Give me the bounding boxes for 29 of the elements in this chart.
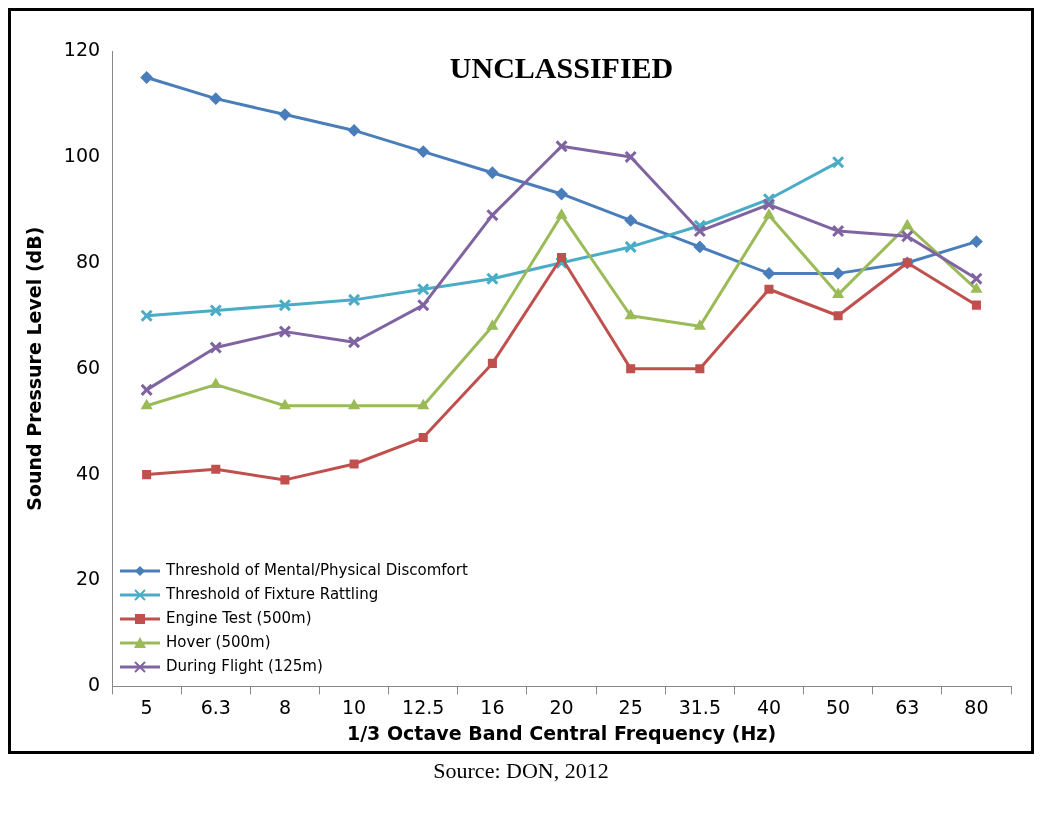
y-axis-title: Sound Pressure Level (dB)	[23, 226, 46, 511]
x-tick-label: 6.3	[200, 695, 231, 718]
legend-label: Threshold of Fixture Rattling	[166, 585, 379, 604]
y-tick-label: 20	[75, 567, 101, 590]
y-tick-label: 80	[75, 249, 101, 272]
x-tick-label: 31.5	[678, 695, 721, 718]
legend-label: Threshold of Mental/Physical Discomfort	[166, 561, 468, 580]
x-tick-label: 10	[341, 695, 367, 718]
x-tick-label: 40	[756, 695, 782, 718]
x-axis-title: 1/3 Octave Band Central Frequency (Hz)	[346, 721, 777, 744]
y-tick-label: 100	[63, 143, 101, 166]
legend-label: Engine Test (500m)	[166, 609, 312, 628]
source-note: Source: DON, 2012	[432, 758, 610, 784]
chart-title: UNCLASSIFIED	[449, 50, 674, 84]
x-tick-label: 12.5	[402, 695, 445, 718]
x-tick-label: 16	[480, 695, 505, 718]
x-tick-label: 20	[549, 695, 574, 718]
x-tick-label: 8	[278, 695, 291, 718]
y-tick-label: 40	[75, 461, 101, 484]
x-tick-label: 5	[140, 695, 153, 718]
x-tick-label: 80	[964, 695, 989, 718]
y-tick-label: 120	[63, 37, 101, 60]
y-tick-label: 60	[75, 355, 101, 378]
y-tick-label: 0	[87, 673, 101, 696]
x-tick-label: 63	[895, 695, 920, 718]
legend-label: Hover (500m)	[166, 633, 271, 652]
legend-label: During Flight (125m)	[166, 657, 323, 676]
x-tick-label: 50	[826, 695, 851, 718]
x-tick-label: 25	[618, 695, 643, 718]
